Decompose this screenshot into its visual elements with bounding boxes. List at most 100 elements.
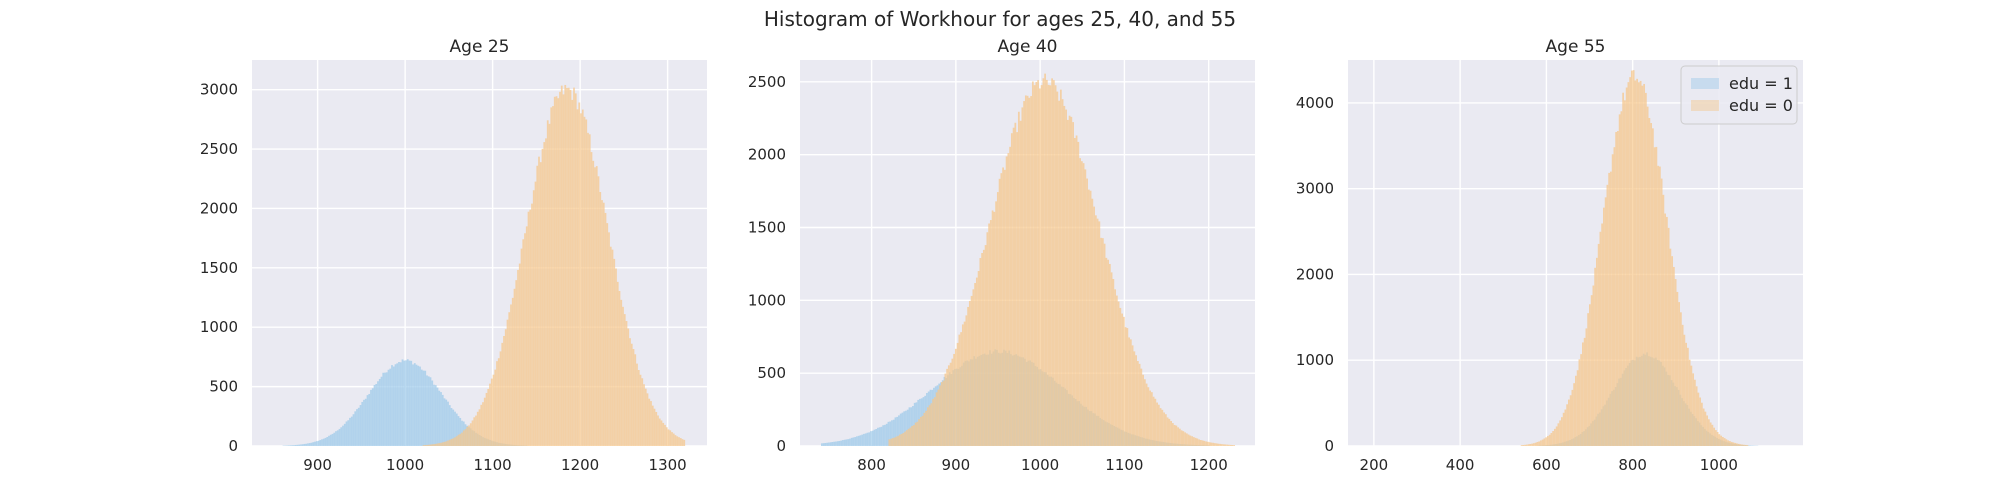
histogram-bar bbox=[894, 417, 897, 446]
histogram-bar bbox=[443, 441, 446, 446]
x-tick-label: 800 bbox=[1618, 456, 1647, 474]
histogram-bar bbox=[984, 245, 987, 446]
histogram-bar bbox=[1625, 87, 1628, 446]
histogram-bar bbox=[602, 202, 605, 446]
histogram-bar bbox=[884, 424, 886, 446]
histogram-bar bbox=[503, 335, 505, 446]
histogram-bar bbox=[291, 445, 294, 446]
histogram-bar bbox=[926, 407, 929, 446]
histogram-bar bbox=[396, 363, 399, 446]
histogram-bar bbox=[1136, 361, 1139, 446]
histogram-bar bbox=[1683, 334, 1686, 446]
histogram-bar bbox=[555, 96, 558, 446]
histogram-bar bbox=[385, 372, 388, 446]
histogram-bar bbox=[1170, 421, 1172, 446]
histogram-bar bbox=[1566, 404, 1569, 446]
histogram-bar bbox=[1522, 445, 1525, 446]
x-tick-label: 400 bbox=[1446, 456, 1475, 474]
x-tick-label: 600 bbox=[1532, 456, 1561, 474]
histogram-bar bbox=[1206, 441, 1209, 446]
histogram-bar bbox=[471, 420, 474, 446]
histogram-bar bbox=[443, 398, 446, 446]
histogram-bar bbox=[548, 123, 551, 446]
histogram-bar bbox=[1732, 442, 1735, 446]
histogram-bar bbox=[420, 369, 423, 446]
histogram-bar bbox=[1016, 132, 1018, 446]
histogram-bar bbox=[1073, 137, 1076, 446]
histogram-bar bbox=[382, 372, 385, 446]
histogram-bar bbox=[1569, 395, 1572, 446]
histogram-bar bbox=[543, 142, 546, 446]
histogram-bar bbox=[1531, 443, 1534, 446]
histogram-bar bbox=[1564, 409, 1567, 446]
histogram-bar bbox=[616, 281, 619, 446]
histogram-bar bbox=[525, 226, 528, 446]
histogram-bar bbox=[1024, 95, 1027, 446]
histogram-bar bbox=[1131, 345, 1134, 446]
panel-3: 200 400 600 800 1000 0 1000 2000 3000 4000 Age 55 e… bbox=[1296, 37, 1803, 474]
histogram-bar bbox=[888, 439, 891, 446]
histogram-bar bbox=[541, 148, 544, 446]
histogram-bar bbox=[1678, 302, 1681, 446]
histogram-bar bbox=[909, 427, 912, 446]
histogram-bar bbox=[993, 211, 996, 446]
histogram-bar bbox=[1180, 430, 1183, 446]
histogram-bar bbox=[1012, 127, 1015, 446]
histogram-bar bbox=[366, 395, 369, 446]
x-tick-label: 1100 bbox=[474, 456, 512, 474]
histogram-bar bbox=[427, 444, 430, 446]
histogram-bar bbox=[562, 94, 565, 446]
histogram-bar bbox=[826, 442, 829, 446]
histogram-bar bbox=[417, 365, 420, 446]
histogram-bar bbox=[1527, 444, 1530, 446]
histogram-bar bbox=[891, 420, 893, 446]
histogram-bar bbox=[1121, 313, 1123, 446]
histogram-bar bbox=[350, 416, 353, 446]
histogram-bar bbox=[1129, 339, 1132, 446]
histogram-bar bbox=[314, 441, 316, 446]
histogram-bar bbox=[536, 165, 539, 446]
histogram-bar bbox=[520, 248, 523, 446]
legend-label: edu = 0 bbox=[1729, 96, 1793, 115]
histogram-bar bbox=[1135, 355, 1137, 446]
histogram-bar bbox=[906, 409, 909, 446]
histogram-bar bbox=[510, 304, 512, 446]
histogram-bar bbox=[1117, 301, 1120, 446]
histogram-bar bbox=[1122, 316, 1125, 446]
histogram-bar bbox=[454, 437, 456, 446]
histogram-bar bbox=[501, 342, 504, 446]
histogram-bar bbox=[1105, 257, 1108, 446]
histogram-bar bbox=[1669, 248, 1672, 446]
histogram-bar bbox=[1056, 91, 1059, 446]
histogram-bar bbox=[1713, 427, 1716, 446]
histogram-bar bbox=[459, 433, 462, 446]
histogram-bar bbox=[1538, 441, 1541, 446]
histogram-bar bbox=[988, 223, 990, 446]
histogram-bar bbox=[1047, 84, 1050, 446]
histogram-bar bbox=[1143, 379, 1146, 446]
histogram-bar bbox=[1575, 375, 1577, 446]
histogram-bar bbox=[1736, 443, 1738, 446]
histogram-bar bbox=[646, 393, 649, 446]
histogram-bar bbox=[937, 389, 940, 446]
histogram-bar bbox=[490, 378, 493, 446]
histogram-bar bbox=[1723, 438, 1726, 446]
histogram-bar bbox=[1049, 85, 1052, 446]
histogram-bar bbox=[1543, 438, 1546, 446]
histogram-bar bbox=[845, 439, 848, 446]
histogram-bar bbox=[671, 432, 673, 446]
histogram-bar bbox=[975, 277, 978, 446]
histogram-bar bbox=[615, 268, 617, 446]
series-2-bars bbox=[422, 84, 686, 446]
y-tick-label: 500 bbox=[757, 364, 786, 382]
histogram-bar bbox=[951, 358, 954, 446]
histogram-bar bbox=[958, 334, 961, 446]
histogram-bar bbox=[371, 388, 374, 446]
histogram-bar bbox=[1636, 78, 1639, 446]
histogram-bar bbox=[1059, 89, 1062, 446]
histogram-bar bbox=[1185, 433, 1188, 446]
histogram-bar bbox=[1040, 85, 1043, 446]
y-tick-label: 1500 bbox=[748, 219, 786, 237]
histogram-bar bbox=[1734, 442, 1737, 446]
histogram-bar bbox=[939, 385, 941, 446]
